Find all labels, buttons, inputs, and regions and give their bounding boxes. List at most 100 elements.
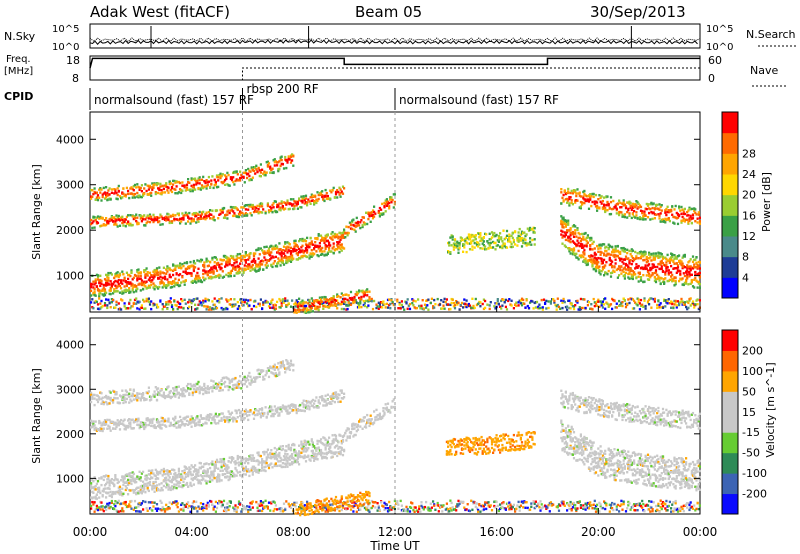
echo-cell <box>267 162 271 165</box>
echo-cell <box>90 485 93 488</box>
echo-cell <box>226 471 229 474</box>
echo-cell <box>634 257 637 260</box>
echo-cell <box>213 264 216 268</box>
echo-cell <box>668 209 671 213</box>
echo-cell <box>163 191 167 194</box>
echo-cell <box>192 219 195 223</box>
echo-cell <box>163 477 167 480</box>
echo-cell <box>523 237 526 240</box>
echo-cell <box>125 215 128 219</box>
echo-cell <box>361 216 364 219</box>
echo-cell <box>645 202 648 206</box>
echo-cell <box>250 166 253 169</box>
echo-cell <box>659 302 662 305</box>
echo-cell <box>286 161 289 164</box>
echo-cell <box>286 199 289 202</box>
echo-cell <box>94 299 97 303</box>
echo-cell <box>326 252 329 255</box>
echo-cell <box>675 257 678 260</box>
echo-cell <box>362 295 365 298</box>
echo-cell <box>306 251 309 254</box>
echo-cell <box>94 280 97 283</box>
echo-cell <box>259 203 262 207</box>
echo-cell <box>242 206 245 209</box>
echo-cell <box>697 280 700 284</box>
echo-cell <box>218 265 221 269</box>
echo-cell <box>584 238 587 241</box>
echo-cell <box>627 272 630 276</box>
echo-cell <box>671 255 674 259</box>
echo-cell <box>567 299 570 302</box>
echo-cell <box>683 212 686 216</box>
echo-cell <box>622 201 625 204</box>
echo-cell <box>368 298 371 301</box>
echo-cell <box>693 286 696 289</box>
echo-cell <box>125 271 128 274</box>
echo-cell <box>593 202 596 206</box>
echo-cell <box>207 308 210 311</box>
echo-cell <box>656 203 659 207</box>
echo-cell <box>323 250 326 253</box>
echo-cell <box>570 231 573 235</box>
echo-cell <box>318 245 321 248</box>
echo-cell <box>332 245 335 248</box>
echo-cell <box>618 199 621 202</box>
echo-cell <box>464 238 467 241</box>
echo-cell <box>258 253 261 256</box>
echo-cell <box>262 460 265 464</box>
echo-cell <box>665 261 668 264</box>
echo-cell <box>237 464 241 467</box>
echo-cell <box>118 291 122 294</box>
echo-cell <box>103 197 107 200</box>
echo-cell <box>237 461 241 464</box>
echo-cell <box>322 239 325 242</box>
echo-cell <box>244 459 247 463</box>
echo-cell <box>561 301 564 304</box>
echo-cell <box>241 465 244 468</box>
echo-cell <box>289 253 293 256</box>
echo-cell <box>637 206 640 209</box>
echo-cell <box>642 214 645 218</box>
echo-cell <box>99 187 102 190</box>
echo-cell <box>197 474 200 477</box>
echo-cell <box>113 223 116 226</box>
echo-cell <box>581 232 584 236</box>
echo-cell <box>211 175 214 178</box>
echo-cell <box>406 307 409 310</box>
echo-cell <box>294 305 297 308</box>
echo-cell <box>99 292 102 295</box>
echo-cell <box>180 189 183 192</box>
echo-cell <box>206 181 209 184</box>
echo-cell <box>526 304 529 308</box>
echo-cell <box>547 300 550 303</box>
echo-cell <box>353 228 356 231</box>
echo-cell <box>158 188 161 192</box>
echo-cell <box>596 204 599 208</box>
echo-cell <box>224 472 227 476</box>
echo-cell <box>124 280 127 283</box>
echo-cell <box>601 261 604 265</box>
echo-cell <box>467 302 470 306</box>
echo-cell <box>484 245 487 248</box>
echo-cell <box>251 263 254 267</box>
echo-cell <box>114 190 117 193</box>
echo-cell <box>130 269 133 272</box>
echo-cell <box>388 205 391 208</box>
echo-cell <box>191 185 194 189</box>
echo-cell <box>301 199 304 203</box>
echo-cell <box>234 265 237 268</box>
echo-cell <box>560 233 563 236</box>
echo-cell <box>654 213 658 216</box>
echo-cell <box>132 217 135 221</box>
echo-cell <box>478 236 481 239</box>
echo-cell <box>148 271 152 275</box>
echo-cell <box>135 290 138 293</box>
echo-cell <box>401 305 405 309</box>
echo-cell <box>527 242 531 246</box>
echo-cell <box>589 255 592 258</box>
echo-cell <box>576 199 579 202</box>
echo-cell <box>154 217 157 220</box>
echo-cell <box>230 456 234 459</box>
echo-cell <box>520 245 524 248</box>
echo-cell <box>153 273 156 276</box>
